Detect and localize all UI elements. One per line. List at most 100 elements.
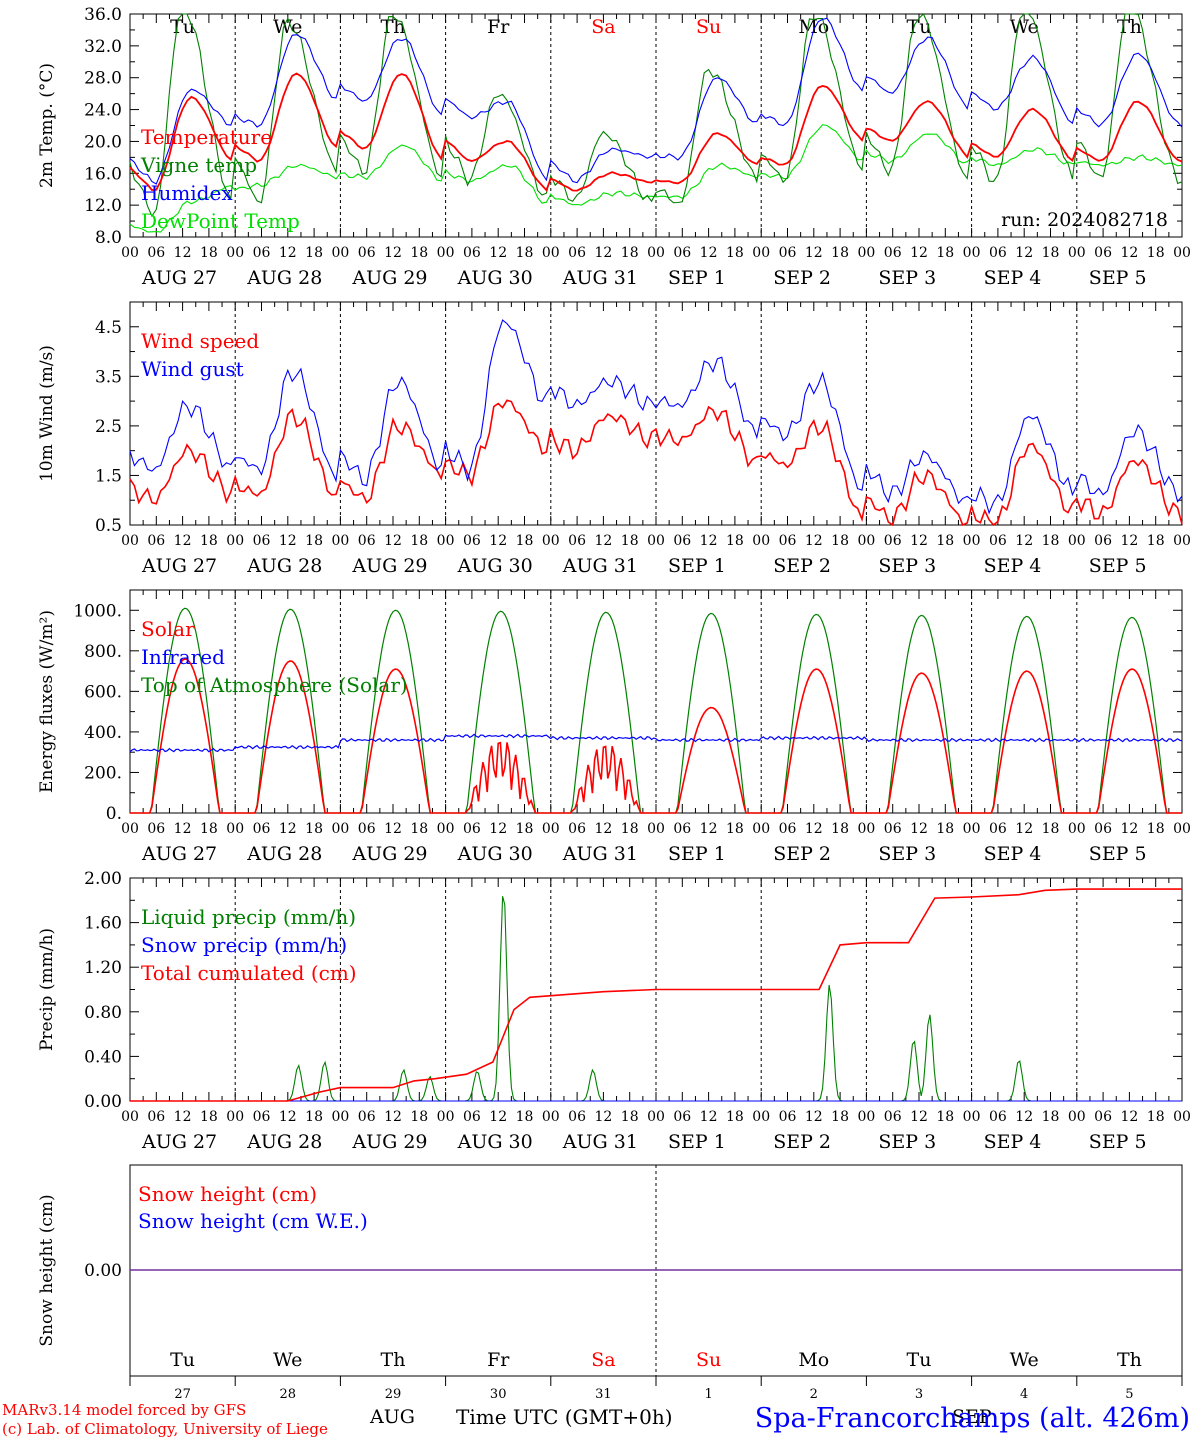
hour-tick-label: 00 xyxy=(1068,821,1086,837)
hour-tick-label: 06 xyxy=(673,533,691,549)
series-line-humidex xyxy=(129,17,1183,185)
hour-tick-label: 12 xyxy=(805,1109,823,1125)
hour-tick-label: 18 xyxy=(410,533,428,549)
date-label: SEP 5 xyxy=(1089,555,1147,577)
legend-temperature: Temperature xyxy=(141,125,272,149)
hour-tick-label: 06 xyxy=(463,821,481,837)
y-axis-label: Precip (mm/h) xyxy=(37,928,57,1051)
hour-tick-label: 00 xyxy=(1173,1109,1191,1125)
hour-tick-label: 12 xyxy=(594,1109,612,1125)
hour-tick-label: 06 xyxy=(779,1109,797,1125)
y-axis-label: 2m Temp. (°C) xyxy=(37,63,57,188)
hour-tick-label: 18 xyxy=(726,533,744,549)
y-tick-label: 0.40 xyxy=(84,1047,122,1067)
legend-snow-height-cm-: Snow height (cm) xyxy=(138,1182,317,1206)
day-number-label: 27 xyxy=(174,1387,191,1402)
hour-tick-label: 18 xyxy=(410,821,428,837)
series-line-infrared xyxy=(129,733,1183,753)
day-number-label: 3 xyxy=(915,1387,923,1402)
hour-tick-label: 00 xyxy=(963,245,981,261)
y-tick-label: 0.5 xyxy=(95,516,122,536)
legend-dewpoint-temp: DewPoint Temp xyxy=(141,209,300,233)
y-tick-label: 24.0 xyxy=(84,101,122,121)
hour-tick-label: 18 xyxy=(200,1109,218,1125)
date-label: AUG 31 xyxy=(562,1131,638,1153)
series-line-solar xyxy=(130,658,1182,814)
y-tick-label: 1.5 xyxy=(95,466,122,486)
hour-tick-label: 00 xyxy=(752,533,770,549)
hour-tick-label: 00 xyxy=(647,533,665,549)
date-label: AUG 29 xyxy=(351,267,427,289)
y-tick-label: 3.5 xyxy=(95,367,122,387)
y-tick-label: 1.20 xyxy=(84,958,122,978)
station-label: Spa-Francorchamps (alt. 426m) xyxy=(755,1403,1190,1434)
series-line-temperature xyxy=(129,72,1183,192)
weekday-label: Mo xyxy=(798,16,829,38)
hour-tick-label: 18 xyxy=(305,533,323,549)
date-label: SEP 1 xyxy=(668,267,726,289)
y-axis-label: 10m Wind (m/s) xyxy=(37,345,57,482)
hour-tick-label: 00 xyxy=(1068,245,1086,261)
date-label: SEP 2 xyxy=(773,1131,831,1153)
hour-tick-label: 00 xyxy=(437,1109,455,1125)
hour-tick-label: 06 xyxy=(989,1109,1007,1125)
legend-humidex: Humidex xyxy=(141,181,233,205)
hour-tick-label: 00 xyxy=(437,533,455,549)
day-number-label: 4 xyxy=(1020,1387,1028,1402)
date-label: AUG 30 xyxy=(457,843,533,865)
weekday-label: We xyxy=(1010,16,1039,38)
hour-tick-label: 12 xyxy=(700,245,718,261)
hour-tick-label: 12 xyxy=(700,821,718,837)
weekday-label: We xyxy=(273,1349,302,1371)
series-line-dewpoint-temp xyxy=(129,124,1183,233)
y-tick-label: 16.0 xyxy=(84,164,122,184)
legend-wind-speed: Wind speed xyxy=(141,329,259,353)
date-label: AUG 30 xyxy=(457,555,533,577)
credit-lab: (c) Lab. of Climatology, University of L… xyxy=(2,1420,328,1438)
day-number-label: 5 xyxy=(1125,1387,1133,1402)
hour-tick-label: 00 xyxy=(226,533,244,549)
hour-tick-label: 12 xyxy=(1015,245,1033,261)
date-label: SEP 5 xyxy=(1089,843,1147,865)
y-tick-label: 28.0 xyxy=(84,69,122,89)
date-label: AUG 29 xyxy=(351,843,427,865)
hour-tick-label: 00 xyxy=(121,533,139,549)
hour-tick-label: 12 xyxy=(174,821,192,837)
hour-tick-label: 12 xyxy=(489,1109,507,1125)
hour-tick-label: 06 xyxy=(253,821,271,837)
hour-tick-label: 06 xyxy=(147,1109,165,1125)
legend-snow-height-cm-w-e-: Snow height (cm W.E.) xyxy=(138,1209,368,1233)
date-label: AUG 31 xyxy=(562,843,638,865)
hour-tick-label: 00 xyxy=(121,821,139,837)
hour-tick-label: 18 xyxy=(1147,821,1165,837)
hour-tick-label: 18 xyxy=(200,533,218,549)
y-tick-label: 800. xyxy=(84,642,122,662)
date-label: SEP 4 xyxy=(984,267,1042,289)
hour-tick-label: 06 xyxy=(884,1109,902,1125)
hour-tick-label: 12 xyxy=(700,1109,718,1125)
hour-tick-label: 06 xyxy=(1094,245,1112,261)
hour-tick-label: 18 xyxy=(831,821,849,837)
date-label: AUG 28 xyxy=(246,267,322,289)
y-tick-label: 0.80 xyxy=(84,1003,122,1023)
hour-tick-label: 00 xyxy=(437,821,455,837)
date-label: AUG 27 xyxy=(141,1131,217,1153)
hour-tick-label: 18 xyxy=(936,533,954,549)
weekday-label: Tu xyxy=(170,1349,195,1371)
time-axis-label: Time UTC (GMT+0h) xyxy=(456,1405,673,1429)
hour-tick-label: 06 xyxy=(463,533,481,549)
date-label: AUG 30 xyxy=(457,267,533,289)
hour-tick-label: 12 xyxy=(279,821,297,837)
hour-tick-label: 00 xyxy=(857,245,875,261)
hour-tick-label: 18 xyxy=(621,533,639,549)
hour-tick-label: 06 xyxy=(884,533,902,549)
hour-tick-label: 18 xyxy=(726,1109,744,1125)
hour-tick-label: 18 xyxy=(726,245,744,261)
date-label: SEP 3 xyxy=(878,555,936,577)
hour-tick-label: 18 xyxy=(936,245,954,261)
hour-tick-label: 06 xyxy=(884,245,902,261)
hour-tick-label: 12 xyxy=(489,821,507,837)
hour-tick-label: 18 xyxy=(1042,245,1060,261)
weekday-label: Th xyxy=(381,16,406,38)
hour-tick-label: 00 xyxy=(331,245,349,261)
